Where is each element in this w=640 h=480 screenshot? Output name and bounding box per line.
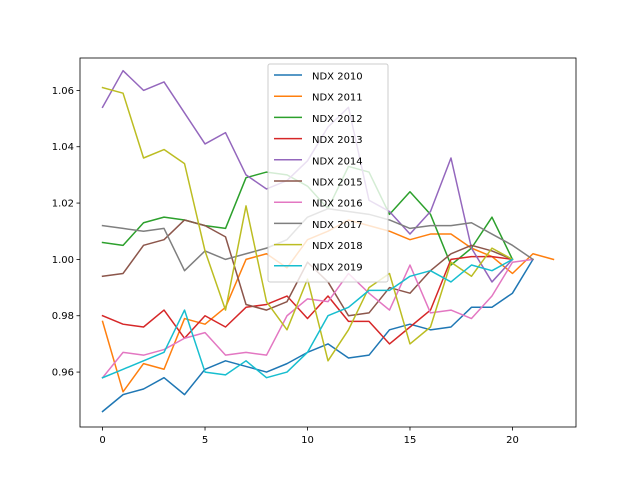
legend-label-9: NDX 2019	[312, 262, 363, 273]
axes-frame	[79, 57, 577, 428]
series-line-6	[101, 258, 534, 379]
legend-label-7: NDX 2017	[312, 220, 363, 231]
legend-box	[267, 63, 389, 283]
x-tick-label: 0	[99, 435, 105, 446]
y-tick-label: 0.98	[52, 311, 74, 322]
legend-label-3: NDX 2013	[312, 135, 363, 146]
legend-label-4: NDX 2014	[312, 156, 363, 167]
series-line-3	[101, 255, 514, 345]
legend-label-5: NDX 2015	[312, 178, 363, 189]
x-axis: 0 5 10 15 20	[99, 427, 519, 446]
y-tick-label: 0.96	[52, 368, 74, 379]
series-line-0	[101, 258, 534, 413]
x-tick-label: 5	[202, 435, 208, 446]
legend: NDX 2010 NDX 2011 NDX 2012 NDX 2013 NDX 2014…	[267, 63, 389, 283]
series-line-9	[101, 258, 514, 379]
y-tick-label: 1.00	[52, 255, 74, 266]
legend-label-0: NDX 2010	[312, 72, 363, 83]
y-tick-label: 1.06	[52, 86, 74, 97]
y-tick-label: 1.02	[52, 199, 74, 210]
y-axis: 0.96 0.98 1.00 1.02 1.04 1.06	[52, 86, 80, 379]
legend-label-8: NDX 2018	[312, 241, 363, 252]
x-tick-label: 15	[404, 435, 417, 446]
x-tick-label: 10	[301, 435, 314, 446]
legend-label-2: NDX 2012	[312, 114, 363, 125]
y-tick-label: 1.04	[52, 142, 74, 153]
legend-label-6: NDX 2016	[312, 199, 363, 210]
legend-label-1: NDX 2011	[312, 93, 363, 104]
x-tick-label: 20	[506, 435, 519, 446]
